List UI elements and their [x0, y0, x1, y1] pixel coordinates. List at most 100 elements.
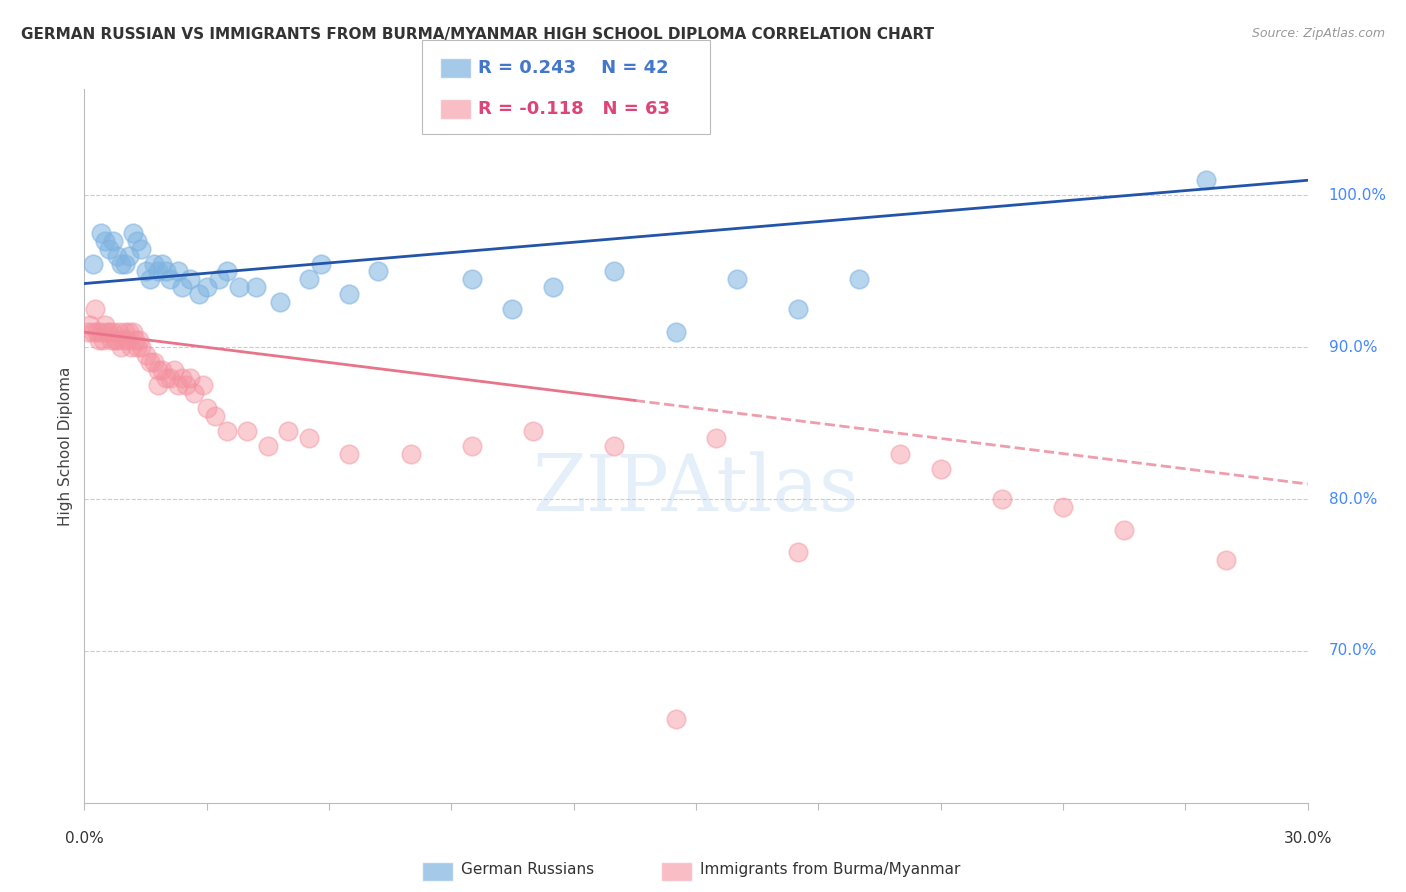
Point	[159, 272, 181, 286]
Point	[90, 325, 112, 339]
Point	[101, 234, 124, 248]
Point	[257, 439, 280, 453]
Point	[179, 272, 201, 286]
Point	[114, 257, 136, 271]
Point	[83, 302, 105, 317]
Text: Source: ZipAtlas.com: Source: ZipAtlas.com	[1251, 27, 1385, 40]
Point	[664, 712, 686, 726]
Point	[208, 272, 231, 286]
Point	[889, 447, 911, 461]
Point	[339, 287, 360, 301]
Point	[217, 424, 239, 438]
Point	[138, 355, 160, 369]
Point	[146, 378, 169, 392]
Point	[127, 234, 149, 248]
Point	[150, 257, 173, 271]
Point	[159, 370, 181, 384]
Point	[127, 340, 149, 354]
Point	[172, 370, 194, 384]
Point	[90, 227, 112, 241]
Point	[112, 333, 135, 347]
Point	[787, 545, 810, 559]
Text: R = -0.118   N = 63: R = -0.118 N = 63	[478, 100, 671, 118]
Point	[179, 370, 201, 384]
Point	[114, 325, 136, 339]
Point	[135, 348, 157, 362]
Point	[120, 340, 142, 354]
Point	[501, 302, 523, 317]
Point	[86, 325, 108, 339]
Point	[461, 272, 484, 286]
Text: German Russians: German Russians	[461, 863, 595, 877]
Text: 0.0%: 0.0%	[65, 831, 104, 847]
Point	[990, 492, 1012, 507]
Text: GERMAN RUSSIAN VS IMMIGRANTS FROM BURMA/MYANMAR HIGH SCHOOL DIPLOMA CORRELATION : GERMAN RUSSIAN VS IMMIGRANTS FROM BURMA/…	[21, 27, 934, 42]
Point	[183, 385, 205, 400]
Point	[96, 325, 118, 339]
Point	[105, 333, 128, 347]
Point	[124, 333, 146, 347]
Point	[1215, 553, 1237, 567]
Point	[929, 462, 952, 476]
Point	[135, 264, 157, 278]
Point	[725, 272, 748, 286]
Text: ZIPAtlas: ZIPAtlas	[533, 451, 859, 526]
Point	[172, 279, 194, 293]
Point	[706, 431, 728, 445]
Point	[191, 378, 214, 392]
Point	[367, 264, 389, 278]
Point	[105, 249, 128, 263]
Point	[82, 325, 104, 339]
Point	[110, 257, 132, 271]
Point	[1114, 523, 1136, 537]
Point	[269, 294, 291, 309]
Point	[195, 279, 218, 293]
Point	[298, 431, 321, 445]
Point	[146, 363, 169, 377]
Point	[277, 424, 299, 438]
Point	[146, 264, 169, 278]
Point	[155, 264, 177, 278]
Text: 80.0%: 80.0%	[1329, 491, 1376, 507]
Point	[115, 333, 138, 347]
Point	[87, 333, 110, 347]
Point	[118, 249, 141, 263]
Text: 70.0%: 70.0%	[1329, 643, 1376, 658]
Point	[664, 325, 686, 339]
Point	[110, 340, 132, 354]
Point	[204, 409, 226, 423]
Point	[142, 355, 165, 369]
Point	[603, 264, 626, 278]
Point	[187, 287, 209, 301]
Point	[1052, 500, 1074, 514]
Point	[522, 424, 544, 438]
Text: Immigrants from Burma/Myanmar: Immigrants from Burma/Myanmar	[700, 863, 960, 877]
Point	[104, 333, 127, 347]
Point	[163, 363, 186, 377]
Point	[131, 340, 153, 354]
Point	[167, 378, 190, 392]
Point	[97, 242, 120, 256]
Point	[195, 401, 218, 415]
Point	[142, 257, 165, 271]
Point	[309, 257, 332, 271]
Point	[150, 363, 173, 377]
Point	[217, 264, 239, 278]
Point	[228, 279, 250, 293]
Point	[155, 370, 177, 384]
Point	[108, 325, 131, 339]
Point	[82, 257, 104, 271]
Point	[97, 325, 120, 339]
Point	[101, 325, 124, 339]
Y-axis label: High School Diploma: High School Diploma	[58, 367, 73, 525]
Text: 90.0%: 90.0%	[1329, 340, 1376, 355]
Point	[100, 333, 122, 347]
Point	[603, 439, 626, 453]
Point	[122, 227, 145, 241]
Point	[122, 325, 145, 339]
Point	[167, 264, 190, 278]
Point	[461, 439, 484, 453]
Point	[245, 279, 267, 293]
Text: 100.0%: 100.0%	[1329, 188, 1386, 203]
Point	[339, 447, 360, 461]
